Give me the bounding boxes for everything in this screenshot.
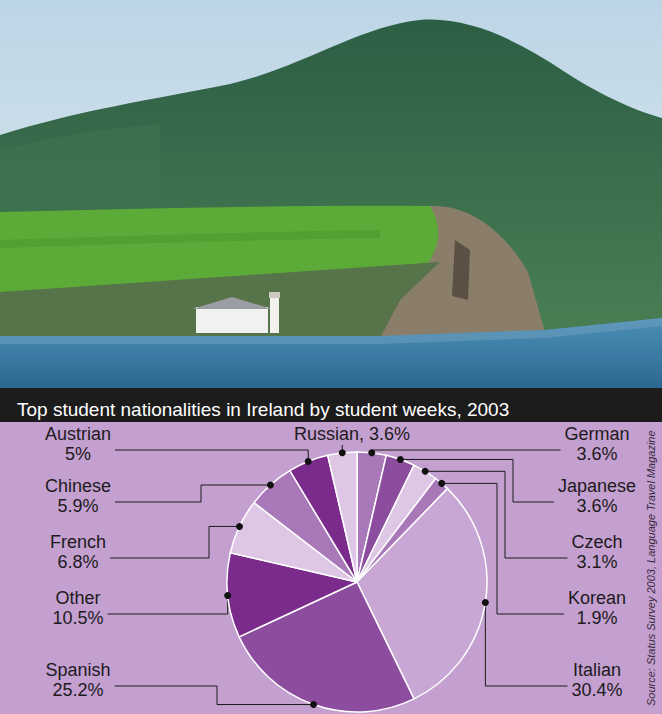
svg-text:25.2%: 25.2% [52, 680, 103, 700]
svg-text:French: French [50, 532, 106, 552]
svg-text:5.9%: 5.9% [57, 496, 98, 516]
svg-text:3.6%: 3.6% [576, 444, 617, 464]
svg-text:Spanish: Spanish [45, 660, 110, 680]
svg-text:Chinese: Chinese [45, 476, 111, 496]
svg-text:3.1%: 3.1% [576, 552, 617, 572]
svg-text:Other: Other [55, 588, 100, 608]
svg-text:Korean: Korean [568, 588, 626, 608]
svg-text:German: German [564, 424, 629, 444]
svg-text:Russian, 3.6%: Russian, 3.6% [294, 424, 410, 444]
svg-text:Italian: Italian [573, 660, 621, 680]
svg-text:Austrian: Austrian [45, 424, 111, 444]
svg-text:10.5%: 10.5% [52, 608, 103, 628]
svg-text:3.6%: 3.6% [576, 496, 617, 516]
svg-text:Source: Status Survey 2003, La: Source: Status Survey 2003, Language Tra… [645, 430, 657, 706]
svg-text:30.4%: 30.4% [571, 680, 622, 700]
svg-text:5%: 5% [65, 444, 91, 464]
svg-text:Top student nationalities in I: Top student nationalities in Ireland by … [17, 399, 509, 420]
svg-text:6.8%: 6.8% [57, 552, 98, 572]
svg-text:Czech: Czech [571, 532, 622, 552]
svg-text:Japanese: Japanese [558, 476, 636, 496]
svg-text:1.9%: 1.9% [576, 608, 617, 628]
